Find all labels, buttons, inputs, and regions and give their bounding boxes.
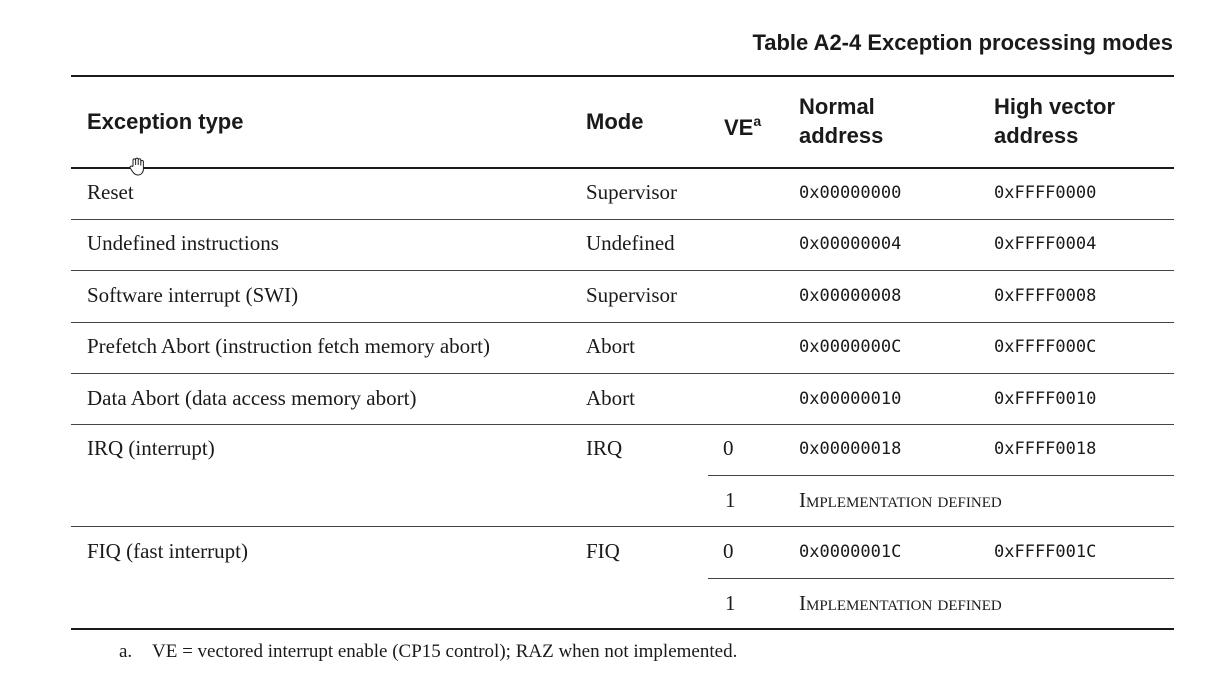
cell-normal-address: 0x0000000C	[799, 337, 902, 357]
cell-implementation-defined: Implementation defined	[799, 591, 1002, 615]
cell-exception-type: Software interrupt (SWI)	[87, 283, 299, 307]
row-divider	[708, 475, 1174, 476]
row-divider	[71, 219, 1174, 220]
table-footnote: a. VE = vectored interrupt enable (CP15 c…	[119, 641, 737, 663]
cell-mode: Abort	[586, 386, 635, 410]
cell-exception-type: Prefetch Abort (instruction fetch memory…	[87, 334, 490, 358]
cell-ve: 1	[725, 591, 736, 615]
table-top-rule	[71, 75, 1174, 77]
hand-pointer-icon	[129, 157, 144, 176]
row-divider	[71, 322, 1174, 323]
row-divider	[708, 578, 1174, 579]
cell-mode: Supervisor	[586, 283, 677, 307]
cell-implementation-defined: Implementation defined	[799, 488, 1002, 512]
cell-mode: IRQ	[586, 436, 623, 460]
cell-normal-address: 0x00000000	[799, 183, 902, 203]
cell-mode: Undefined	[586, 231, 675, 255]
cell-exception-type: Undefined instructions	[87, 231, 279, 255]
header-rule	[71, 167, 1174, 169]
cell-ve: 0	[723, 436, 734, 460]
cell-high-address: 0xFFFF0010	[994, 389, 1097, 409]
cell-mode: Supervisor	[586, 180, 677, 204]
cell-high-address: 0xFFFF000C	[994, 337, 1097, 357]
cell-high-address: 0xFFFF001C	[994, 542, 1097, 562]
cell-high-address: 0xFFFF0004	[994, 234, 1097, 254]
header-ve: VEa	[724, 113, 762, 140]
footnote-marker: a	[753, 113, 762, 129]
row-divider	[71, 526, 1174, 527]
table-bottom-rule	[71, 628, 1174, 630]
cell-mode: Abort	[586, 334, 635, 358]
footnote-mark: a.	[119, 641, 133, 662]
cell-normal-address: 0x00000018	[799, 439, 902, 459]
row-divider	[71, 373, 1174, 374]
table-title: Table A2-4 Exception processing modes	[752, 30, 1173, 55]
cell-mode: FIQ	[586, 539, 620, 563]
cell-ve: 0	[723, 539, 734, 563]
cell-normal-address: 0x00000004	[799, 234, 902, 254]
header-normal-address: Normal address	[799, 94, 884, 148]
cell-exception-type: IRQ (interrupt)	[87, 436, 215, 460]
cell-normal-address: 0x0000001C	[799, 542, 902, 562]
cell-exception-type: Reset	[87, 180, 134, 204]
header-mode: Mode	[586, 109, 644, 134]
cell-normal-address: 0x00000008	[799, 286, 902, 306]
row-divider	[71, 424, 1174, 425]
header-high-vector-address: High vector address	[994, 94, 1116, 148]
header-exception-type: Exception type	[87, 109, 244, 134]
cell-high-address: 0xFFFF0000	[994, 183, 1097, 203]
footnote-text: VE = vectored interrupt enable (CP15 con…	[152, 641, 738, 662]
cell-exception-type: Data Abort (data access memory abort)	[87, 386, 417, 410]
cell-ve: 1	[725, 488, 736, 512]
cell-high-address: 0xFFFF0008	[994, 286, 1097, 306]
cell-exception-type: FIQ (fast interrupt)	[87, 539, 248, 563]
cell-high-address: 0xFFFF0018	[994, 439, 1097, 459]
cell-normal-address: 0x00000010	[799, 389, 902, 409]
row-divider	[71, 270, 1174, 271]
